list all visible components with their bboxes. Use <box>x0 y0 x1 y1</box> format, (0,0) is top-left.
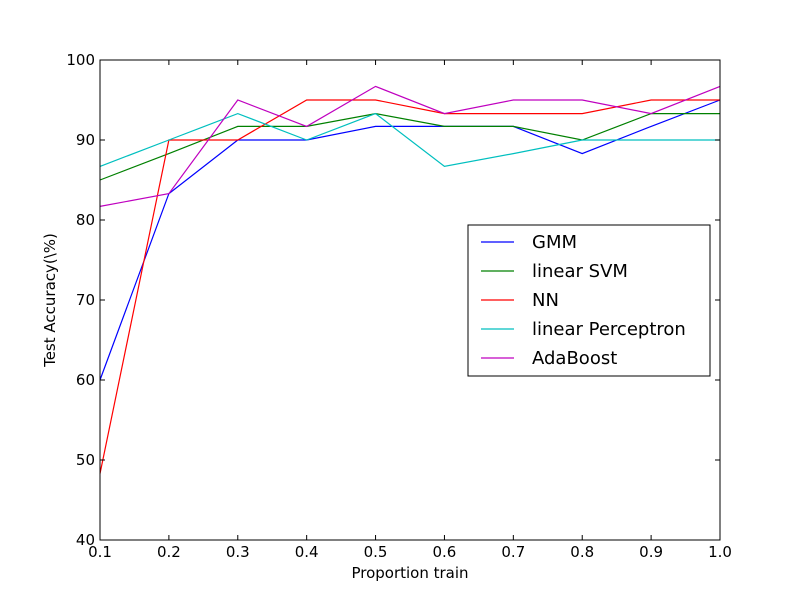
ticks-layer: 0.1 0.2 0.3 0.4 0.5 0.6 0.7 0.8 0.9 1.0 40 50 60 70 80… <box>66 51 732 561</box>
legend-label: linear Perceptron <box>532 319 686 340</box>
legend-label: AdaBoost <box>532 348 617 369</box>
y-tick-label: 100 <box>66 51 95 69</box>
series-line-adaboost <box>99 85 721 207</box>
x-tick-label: 0.3 <box>226 543 250 561</box>
x-tick-label: 0.6 <box>433 543 457 561</box>
y-tick-label: 50 <box>76 451 95 469</box>
x-tick-label: 0.9 <box>639 543 663 561</box>
series-layer <box>99 85 721 474</box>
x-tick-label: 1.0 <box>708 543 732 561</box>
y-tick-label: 40 <box>76 531 95 549</box>
y-tick-label: 70 <box>76 291 95 309</box>
legend-label: NN <box>532 290 559 311</box>
legend: GMM linear SVM NN linear Perceptron AdaBoost <box>467 224 711 377</box>
x-tick-label: 0.4 <box>295 543 319 561</box>
x-tick-label: 0.7 <box>501 543 525 561</box>
x-tick-label: 0.5 <box>364 543 388 561</box>
legend-label: linear SVM <box>532 261 628 282</box>
series-line-linear-perceptron <box>99 112 720 168</box>
y-tick-label: 60 <box>76 371 95 389</box>
y-tick-label: 80 <box>76 211 95 229</box>
y-tick-label: 90 <box>76 131 95 149</box>
legend-label: GMM <box>532 232 577 253</box>
x-tick-label: 0.1 <box>88 543 112 561</box>
x-tick-label: 0.2 <box>157 543 181 561</box>
y-axis-label: Test Accuracy(\%) <box>41 233 59 368</box>
x-tick-label: 0.8 <box>570 543 594 561</box>
x-axis-label: Proportion train <box>351 564 468 582</box>
